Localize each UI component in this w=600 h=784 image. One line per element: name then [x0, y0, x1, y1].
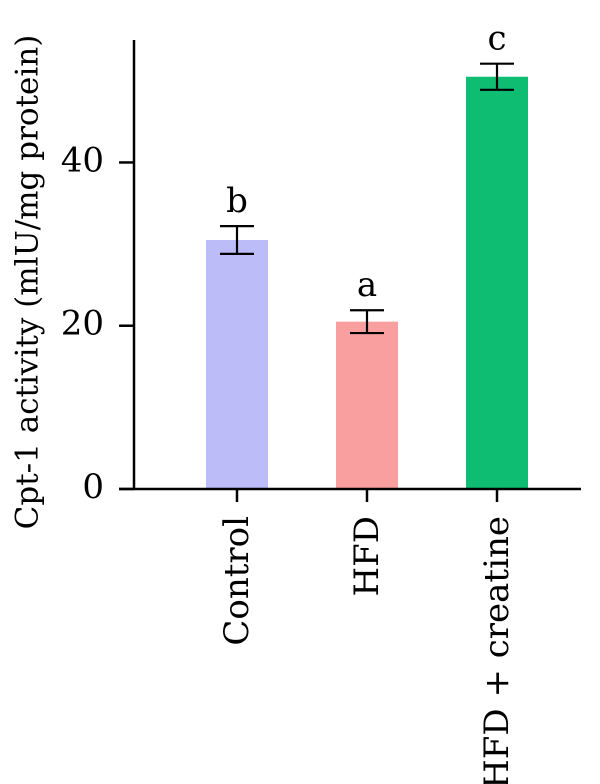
bar [206, 240, 268, 489]
significance-labels: b a c [226, 19, 506, 306]
category-labels: Control HFD HFD + creatine [217, 489, 517, 784]
significance-label: a [357, 265, 377, 305]
y-axis-title: Cpt-1 activity (mlU/mg protein) [10, 35, 46, 530]
bars [206, 76, 528, 490]
y-tick-label: 20 [61, 304, 104, 344]
significance-label: c [487, 19, 506, 59]
category-label: Control [217, 516, 257, 646]
y-ticks: 0 20 40 [61, 140, 134, 507]
y-tick-label: 0 [82, 467, 104, 507]
category-label: HFD + creatine [477, 516, 517, 784]
significance-label: b [226, 181, 248, 221]
error-bars [220, 62, 514, 335]
category-label: HFD [347, 516, 387, 597]
bar [466, 76, 528, 490]
bar [336, 321, 398, 489]
y-tick-label: 40 [61, 140, 104, 180]
